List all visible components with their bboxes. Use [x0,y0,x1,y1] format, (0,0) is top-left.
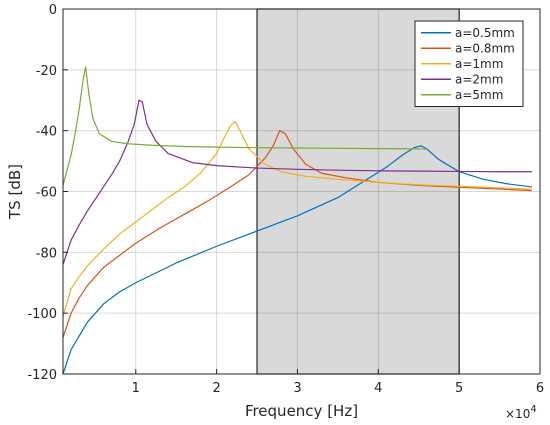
x-axis-exponent-base: ×10 [505,407,530,421]
y-tick-label: -100 [27,307,57,322]
x-tick-label: 4 [374,381,382,396]
legend-label: a=0.8mm [455,41,515,55]
legend-label: a=1mm [455,57,503,71]
x-tick-label: 1 [132,381,140,396]
x-tick-label: 3 [293,381,301,396]
legend-label: a=5mm [455,88,503,102]
y-axis-label: TS [dB] [6,164,24,220]
series-line-0 [62,145,532,375]
series-line-2 [62,120,532,317]
legend-label: a=2mm [455,72,503,86]
y-tick-label: -20 [36,64,57,79]
y-tick-label: -60 [36,186,57,201]
y-tick-label: -120 [27,368,57,383]
y-tick-label: 0 [49,3,57,18]
series-line-3 [62,99,532,265]
x-axis-exponent: ×104 [505,404,537,421]
x-tick-label: 2 [212,381,220,396]
legend-label: a=0.5mm [455,26,515,40]
x-tick-label: 5 [455,381,463,396]
x-axis-label: Frequency [Hz] [245,402,358,420]
series-line-4 [62,66,427,186]
x-axis-exponent-power: 4 [530,404,536,415]
y-tick-label: -80 [36,246,57,261]
x-tick-label: 6 [536,381,544,396]
y-tick-label: -40 [36,125,57,140]
